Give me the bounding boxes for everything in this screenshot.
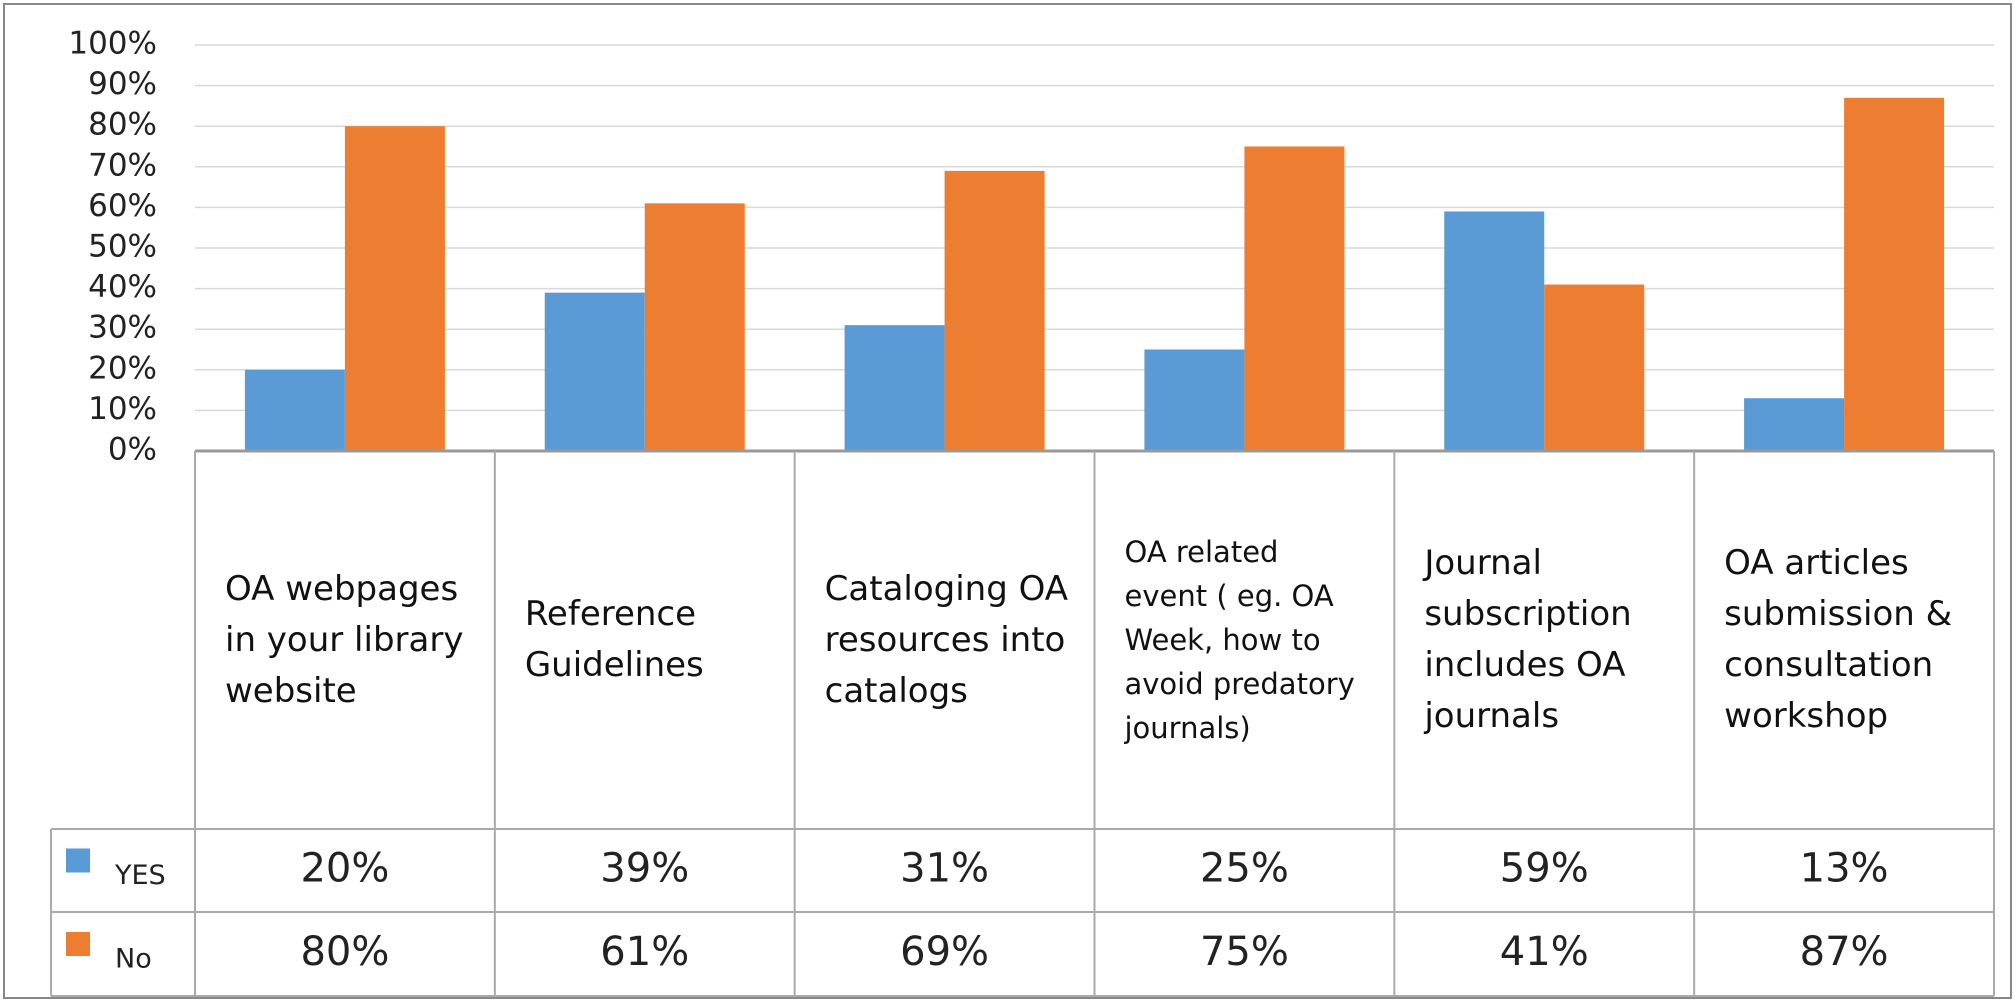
value-label: 69%: [900, 929, 989, 975]
category-label: OA webpages in your library website: [225, 568, 464, 711]
y-tick-label: 90%: [88, 66, 157, 102]
bar: [1844, 97, 1945, 451]
category-label: OA related event ( eg. OA Week, how to a…: [1124, 535, 1355, 745]
bar: [844, 325, 945, 451]
y-tick-label: 10%: [88, 391, 157, 427]
y-tick-label: 40%: [88, 269, 157, 305]
bar: [1444, 211, 1545, 451]
value-label: 31%: [900, 846, 989, 892]
legend-swatch: [66, 848, 90, 873]
value-label: 59%: [1500, 846, 1589, 892]
bar: [344, 126, 445, 451]
bar: [1144, 349, 1245, 451]
bar: [1544, 284, 1645, 451]
category-label: Reference Guidelines: [524, 594, 704, 685]
y-tick-label: 20%: [88, 350, 157, 386]
value-label: 80%: [300, 929, 389, 975]
y-tick-label: 60%: [88, 188, 157, 224]
legend-label: YES: [114, 860, 166, 891]
value-label: 75%: [1200, 929, 1289, 975]
category-label: Cataloging OA resources into catalogs: [824, 568, 1069, 711]
value-label: 20%: [300, 846, 389, 892]
category-label: OA articles submission & consultation wo…: [1724, 543, 1953, 736]
bar: [1744, 398, 1845, 451]
legend-swatch: [66, 932, 90, 956]
bar: [1244, 146, 1345, 451]
y-tick-label: 30%: [88, 310, 157, 346]
category-label: Journal subscription includes OA journal…: [1424, 543, 1632, 736]
bar: [544, 292, 645, 451]
value-label: 25%: [1200, 846, 1289, 892]
y-tick-label: 0%: [108, 432, 157, 468]
legend-label: No: [115, 944, 152, 975]
bar: [944, 170, 1045, 452]
value-label: 87%: [1800, 929, 1889, 975]
y-tick-label: 80%: [88, 107, 157, 143]
y-tick-label: 50%: [88, 229, 157, 265]
value-label: 39%: [600, 846, 689, 892]
value-label: 41%: [1500, 929, 1589, 975]
bar: [644, 203, 745, 451]
value-label: 13%: [1800, 846, 1889, 892]
y-tick-label: 100%: [68, 26, 157, 62]
y-tick-label: 70%: [88, 147, 157, 183]
value-label: 61%: [600, 929, 689, 975]
bar: [244, 369, 345, 451]
frame: [3, 3, 2012, 999]
